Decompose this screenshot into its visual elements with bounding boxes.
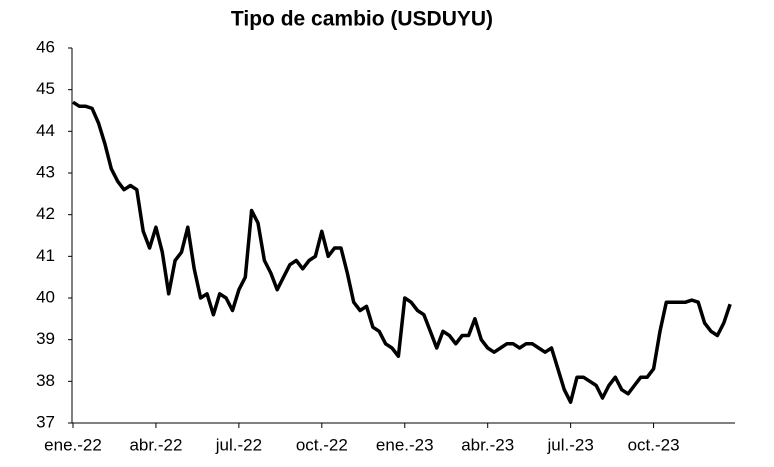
y-tick-label: 41: [36, 246, 55, 265]
x-tick-label: oct.-23: [628, 435, 680, 454]
x-tick-label: ene.-22: [44, 435, 102, 454]
x-tick-label: abr.-23: [461, 435, 514, 454]
y-tick-label: 37: [36, 412, 55, 431]
x-tick-label: abr.-22: [129, 435, 182, 454]
x-tick-label: oct.-22: [296, 435, 348, 454]
y-tick-label: 40: [36, 287, 55, 306]
y-tick-label: 42: [36, 204, 55, 223]
x-tick-label: ene.-23: [376, 435, 434, 454]
chart-title: Tipo de cambio (USDUYU): [231, 8, 493, 31]
x-tick-label: jul.-22: [215, 435, 262, 454]
x-tick-label: jul.-23: [546, 435, 593, 454]
y-tick-label: 43: [36, 162, 55, 181]
y-tick-label: 46: [36, 37, 55, 56]
line: [72, 100, 732, 404]
y-tick-label: 39: [36, 329, 55, 348]
y-tick-label: 38: [36, 371, 55, 390]
y-tick-label: 44: [36, 121, 55, 140]
y-tick-label: 45: [36, 79, 55, 98]
